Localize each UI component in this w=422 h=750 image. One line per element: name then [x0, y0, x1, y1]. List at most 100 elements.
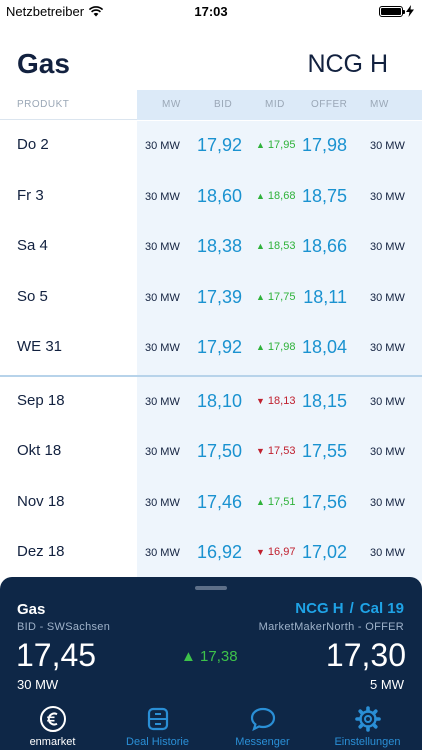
triangle-up-icon: ▲	[181, 648, 196, 665]
product-name: Sa 4	[17, 237, 48, 254]
tab-messenger[interactable]: Messenger	[210, 704, 315, 750]
product-name: Do 2	[17, 136, 49, 153]
triangle-up-icon: ▲	[256, 342, 265, 352]
tab-enmarket[interactable]: enmarket	[0, 704, 105, 750]
offer-volume: 30 MW	[370, 446, 405, 458]
offer-price[interactable]: 18,04	[301, 337, 347, 357]
bid-volume: 30 MW	[145, 547, 180, 559]
mid-value: 17,95	[267, 139, 296, 151]
mid-value: 17,53	[267, 445, 296, 457]
deal-panel[interactable]: Gas NCG H / Cal 19 BID - SWSachsen MarketM…	[0, 577, 422, 750]
mid-value: 17,75	[267, 290, 296, 303]
offer-volume: 30 MW	[370, 140, 405, 152]
bid-price[interactable]: 16,92	[196, 542, 242, 562]
column-header-mid: MID	[265, 99, 285, 110]
triangle-down-icon: ▼	[256, 395, 265, 406]
mid-value: 17,51	[267, 495, 296, 508]
tab-label: Deal Historie	[126, 736, 189, 748]
panel-market-product: NCG H / Cal 19	[295, 600, 404, 617]
table-row[interactable]: So 5 30 MW 17,39 ▲ 17,75 18,11 30 MW	[0, 273, 422, 323]
market-selector[interactable]: NCG H	[307, 50, 388, 78]
panel-mid-price: ▲ 17,38	[181, 648, 238, 665]
page-header: Gas NCG H	[0, 40, 422, 88]
offer-volume: 30 MW	[370, 395, 405, 408]
price-table: Do 2 30 MW 17,92 ▲ 17,95 17,98 30 MW Fr 3 30 MW 1…	[0, 121, 422, 680]
panel-product: Cal 19	[359, 600, 404, 617]
offer-price[interactable]: 17,55	[301, 441, 347, 461]
battery-icon	[379, 5, 405, 17]
tab-bar: enmarket Deal Historie Messenger	[0, 704, 422, 750]
tab-einstellungen[interactable]: Einstellungen	[315, 704, 420, 750]
carrier-label: Netzbetreiber	[6, 3, 85, 19]
bid-price[interactable]: 18,10	[196, 390, 242, 411]
panel-bid-source: BID - SWSachsen	[17, 621, 111, 633]
bid-price[interactable]: 18,38	[196, 236, 242, 256]
table-row[interactable]: Okt 18 30 MW 17,50 ▼ 17,53 17,55 30 MW	[0, 427, 422, 477]
offer-price[interactable]: 18,75	[301, 185, 347, 206]
panel-offer-price[interactable]: 17,30	[325, 637, 406, 673]
table-row[interactable]: Sa 4 30 MW 18,38 ▲ 18,53 18,66 30 MW	[0, 222, 422, 272]
panel-bid-price[interactable]: 17,45	[16, 637, 97, 673]
bid-price[interactable]: 17,39	[196, 286, 242, 307]
bid-volume: 30 MW	[145, 190, 180, 203]
product-name: Nov 18	[17, 492, 65, 510]
tab-label: Messenger	[235, 736, 290, 748]
bid-volume: 30 MW	[145, 446, 180, 458]
panel-mid-value: 17,38	[200, 648, 238, 665]
panel-market: NCG H	[295, 600, 344, 617]
column-header-offer: OFFER	[311, 99, 348, 110]
offer-price[interactable]: 18,15	[301, 390, 347, 411]
offer-price[interactable]: 18,66	[301, 236, 347, 256]
bid-price[interactable]: 17,46	[196, 491, 242, 512]
table-row[interactable]: Nov 18 30 MW 17,46 ▲ 17,51 17,56 30 MW	[0, 478, 422, 528]
status-bar: Netzbetreiber 17:03	[0, 0, 422, 22]
mid-value: 17,98	[267, 341, 296, 353]
bid-price[interactable]: 17,92	[196, 135, 242, 155]
offer-price[interactable]: 17,56	[301, 491, 347, 512]
chat-bubble-icon	[250, 707, 275, 732]
offer-price[interactable]: 17,02	[301, 542, 347, 562]
mid-price: ▲ 18,53	[256, 240, 295, 252]
offer-volume: 30 MW	[370, 547, 405, 559]
offer-volume: 30 MW	[370, 496, 405, 509]
offer-volume: 30 MW	[370, 241, 405, 253]
section-divider	[0, 375, 422, 377]
mid-price: ▲ 17,75	[256, 291, 295, 303]
product-name: WE 31	[17, 338, 63, 355]
page-title: Gas	[17, 48, 70, 79]
triangle-up-icon: ▲	[256, 140, 265, 150]
offer-price[interactable]: 17,98	[301, 135, 347, 155]
mid-price: ▼ 16,97	[256, 546, 295, 558]
panel-offer-mw: 5 MW	[370, 677, 404, 692]
mid-value: 18,68	[267, 189, 296, 202]
tab-deal-historie[interactable]: Deal Historie	[105, 704, 210, 750]
bid-volume: 30 MW	[145, 291, 180, 304]
triangle-down-icon: ▼	[256, 446, 265, 456]
euro-icon	[39, 706, 66, 732]
table-row[interactable]: Fr 3 30 MW 18,60 ▲ 18,68 18,75 30 MW	[0, 172, 422, 222]
table-row[interactable]: Sep 18 30 MW 18,10 ▼ 18,13 18,15 30 MW	[0, 377, 422, 427]
panel-separator: /	[349, 600, 354, 617]
bid-volume: 30 MW	[145, 140, 180, 152]
panel-offer-source: MarketMakerNorth - OFFER	[258, 621, 404, 633]
mid-value: 18,13	[267, 394, 296, 407]
bid-volume: 30 MW	[145, 241, 180, 253]
mid-price: ▲ 17,95	[256, 139, 295, 151]
mid-price: ▼ 18,13	[256, 395, 295, 407]
tab-label: enmarket	[29, 736, 76, 748]
bid-price[interactable]: 18,60	[196, 185, 242, 206]
mid-value: 16,97	[267, 546, 296, 558]
offer-volume: 30 MW	[370, 190, 405, 203]
triangle-up-icon: ▲	[256, 496, 265, 507]
table-row[interactable]: WE 31 30 MW 17,92 ▲ 17,98 18,04 30 MW	[0, 323, 422, 373]
offer-price[interactable]: 18,11	[303, 286, 347, 307]
bid-price[interactable]: 17,50	[196, 441, 242, 461]
table-row[interactable]: Dez 18 30 MW 16,92 ▼ 16,97 17,02 30 MW	[0, 528, 422, 578]
tab-label: Einstellungen	[334, 736, 401, 748]
bid-price[interactable]: 17,92	[196, 337, 242, 357]
charging-bolt-icon	[406, 5, 414, 17]
bid-volume: 30 MW	[145, 342, 180, 354]
table-row[interactable]: Do 2 30 MW 17,92 ▲ 17,95 17,98 30 MW	[0, 121, 422, 171]
drag-handle[interactable]	[195, 586, 227, 590]
column-header-bid: BID	[214, 99, 233, 110]
